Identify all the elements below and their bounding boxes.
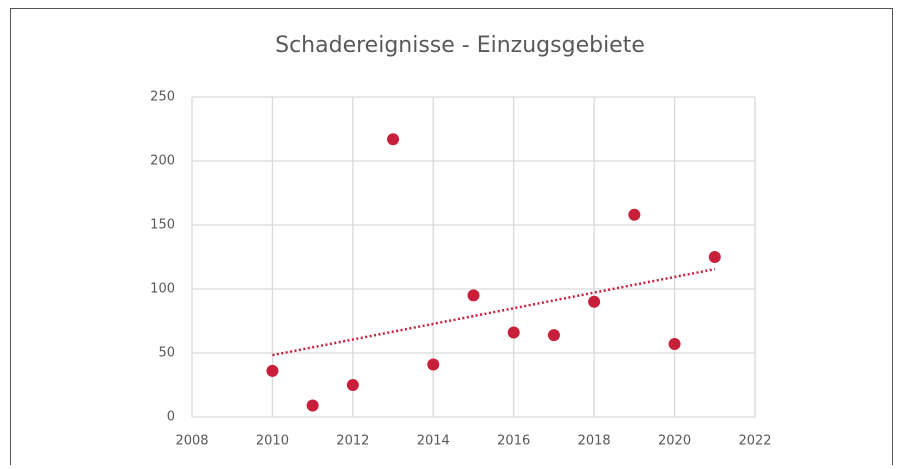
x-tick-label: 2018 xyxy=(578,434,611,449)
y-tick-label: 100 xyxy=(150,282,175,297)
point xyxy=(668,338,681,351)
y-tick-label: 0 xyxy=(167,410,175,425)
y-tick-label: 250 xyxy=(150,90,175,105)
x-tick-label: 2020 xyxy=(658,434,691,449)
frame xyxy=(10,8,893,469)
point xyxy=(628,208,641,221)
point xyxy=(427,358,440,371)
point xyxy=(588,295,601,308)
x-tick-label: 2022 xyxy=(738,434,771,449)
trend-line xyxy=(272,267,716,357)
x-tick-label: 2008 xyxy=(175,434,208,449)
x-tick-label: 2014 xyxy=(417,434,450,449)
point xyxy=(708,251,721,263)
x-tick-label: 2016 xyxy=(497,434,530,449)
x-tick-label: 2010 xyxy=(256,434,289,449)
point xyxy=(306,399,319,412)
point xyxy=(467,289,480,302)
y-tick-label: 50 xyxy=(158,346,175,361)
point xyxy=(507,326,520,339)
point xyxy=(547,329,560,342)
point xyxy=(346,379,359,391)
point xyxy=(266,364,279,377)
point xyxy=(387,133,400,146)
y-tick-label: 200 xyxy=(150,154,175,169)
x-tick-label: 2012 xyxy=(336,434,369,449)
chart-title: Schadereignisse - Einzugsgebiete xyxy=(275,33,645,58)
y-tick-label: 150 xyxy=(150,218,175,233)
